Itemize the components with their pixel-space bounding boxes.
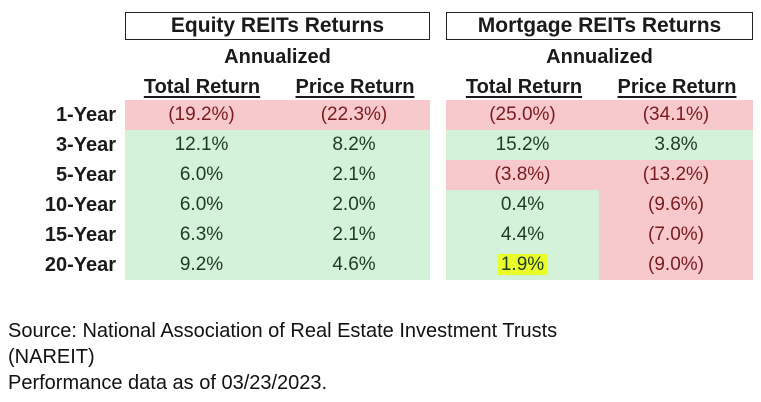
row-label: 15-Year — [44, 224, 116, 246]
source-abbreviation: (NAREIT) — [8, 346, 95, 368]
equity-annualized-label: Annualized — [224, 46, 331, 68]
table-cell: (3.8%) — [446, 160, 599, 190]
source-line: Source: National Association of Real Est… — [8, 320, 558, 342]
source-note: Source: National Association of Real Est… — [8, 318, 728, 396]
mortgage-group-title: Mortgage REITs Returns — [446, 12, 753, 40]
table-cell: (34.1%) — [599, 100, 753, 130]
table-cell: 2.0% — [278, 190, 430, 220]
equity-group-title: Equity REITs Returns — [125, 12, 430, 40]
returns-table: Equity REITs Returns Mortgage REITs Retu… — [44, 12, 753, 280]
table-cell: 2.1% — [278, 220, 430, 250]
table-cell: 15.2% — [446, 130, 599, 160]
table-cell: 9.2% — [125, 250, 278, 280]
mortgage-annualized-label: Annualized — [546, 46, 653, 68]
table-cell: 4.4% — [446, 220, 599, 250]
table-cell: 0.4% — [446, 190, 599, 220]
table-cell: 1.9% — [446, 250, 599, 280]
table-cell: 4.6% — [278, 250, 430, 280]
table-cell: 6.0% — [125, 190, 278, 220]
row-label: 20-Year — [44, 254, 116, 276]
table-cell: (9.0%) — [599, 250, 753, 280]
equity-total-return-header: Total Return — [143, 76, 261, 98]
table-cell: 6.3% — [125, 220, 278, 250]
mortgage-price-return-header: Price Return — [617, 76, 737, 98]
row-label: 3-Year — [55, 134, 116, 156]
row-label: 1-Year — [55, 104, 116, 126]
table-cell: 12.1% — [125, 130, 278, 160]
row-label: 5-Year — [55, 164, 116, 186]
mortgage-total-return-header: Total Return — [465, 76, 583, 98]
table-cell: (7.0%) — [599, 220, 753, 250]
table-cell: 3.8% — [599, 130, 753, 160]
row-label: 10-Year — [44, 194, 116, 216]
table-cell: (9.6%) — [599, 190, 753, 220]
table-cell: (19.2%) — [125, 100, 278, 130]
highlighted-value: 1.9% — [497, 254, 548, 275]
table-cell: 6.0% — [125, 160, 278, 190]
performance-date: Performance data as of 03/23/2023. — [8, 372, 328, 394]
table-cell: (25.0%) — [446, 100, 599, 130]
table-cell: 2.1% — [278, 160, 430, 190]
table-cell: (22.3%) — [278, 100, 430, 130]
table-cell: (13.2%) — [599, 160, 753, 190]
table-cell: 8.2% — [278, 130, 430, 160]
equity-price-return-header: Price Return — [295, 76, 415, 98]
